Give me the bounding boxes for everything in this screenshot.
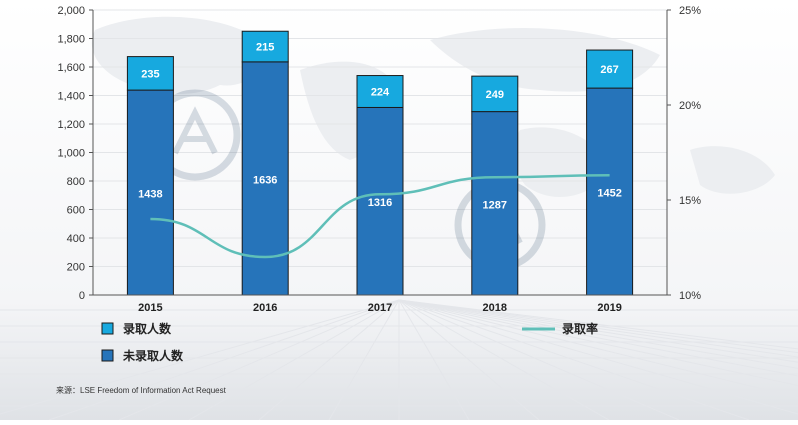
watermark-letter — [172, 106, 218, 155]
bar-admitted — [126, 56, 174, 91]
floor-grid-line — [398, 299, 798, 350]
data-label-admitted: 215 — [256, 42, 274, 54]
legend-swatch-not-admitted — [101, 349, 114, 362]
floor-grid-line — [398, 299, 798, 399]
data-label-not-admitted: 1452 — [597, 188, 621, 200]
bar-labels: 235 1438 215 1636 224 1316 249 1287 267 1452 — [138, 42, 622, 212]
y2-tick-label: 15% — [679, 195, 701, 207]
floor-grid-line — [398, 299, 798, 358]
y2-tick-label: 20% — [679, 100, 701, 112]
floor-grid-line — [398, 299, 798, 387]
y2-axis-ticks: 10% 15% 20% 25% — [667, 5, 701, 302]
floor-grid-line — [398, 299, 798, 377]
data-label-admitted: 249 — [486, 89, 504, 101]
floor-grid-line — [398, 299, 798, 415]
y-tick-label: 1,200 — [57, 119, 85, 131]
data-label-not-admitted: 1316 — [368, 197, 392, 209]
y-tick-label: 1,400 — [57, 91, 85, 103]
legend-swatch-admitted — [101, 322, 114, 335]
floor-grid — [0, 299, 798, 421]
legend-label-rate: 录取率 — [562, 321, 598, 336]
bar-admitted — [356, 75, 404, 108]
y-tick-label: 0 — [79, 290, 85, 302]
bar-admitted — [471, 75, 519, 113]
y2-tick-label: 10% — [679, 290, 701, 302]
data-label-not-admitted: 1438 — [138, 189, 162, 201]
data-label-not-admitted: 1287 — [483, 199, 507, 211]
source-note: 来源：LSE Freedom of Information Act Reques… — [56, 386, 227, 395]
x-tick-label: 2017 — [368, 302, 392, 314]
floor-grid-line — [398, 299, 610, 421]
y-tick-label: 1,800 — [57, 34, 85, 46]
data-label-admitted: 267 — [600, 64, 618, 76]
y-tick-label: 2,000 — [57, 5, 85, 17]
floor-grid-line — [398, 299, 750, 421]
floor-grid-line — [258, 299, 400, 421]
legend-label-not-admitted: 未录取人数 — [122, 348, 184, 363]
x-tick-label: 2019 — [597, 302, 621, 314]
x-tick-label: 2015 — [138, 302, 162, 314]
x-tick-label: 2016 — [253, 302, 277, 314]
bar-admitted — [586, 49, 634, 89]
floor-grid-line — [398, 299, 470, 421]
bar-not-admitted — [126, 89, 174, 296]
y-tick-label: 600 — [67, 205, 85, 217]
floor-grid-line — [0, 299, 400, 415]
floor-grid-line — [398, 299, 798, 363]
y-axis-ticks: 0 200 400 600 800 1,000 1,200 1,400 1,600 1,800 2,… — [57, 5, 93, 302]
y-tick-label: 1,000 — [57, 148, 85, 160]
floor-grid-line — [48, 299, 400, 421]
y-tick-label: 800 — [67, 176, 85, 188]
floor-grid-line — [398, 299, 798, 354]
y-tick-label: 200 — [67, 262, 85, 274]
y-tick-label: 1,600 — [57, 62, 85, 74]
legend: 录取人数 未录取人数 录取率 — [101, 321, 598, 363]
floor-grid-line — [328, 299, 400, 421]
y-tick-label: 400 — [67, 233, 85, 245]
data-label-not-admitted: 1636 — [253, 174, 277, 186]
floor-grid-line — [118, 299, 400, 421]
x-tick-label: 2018 — [483, 302, 507, 314]
data-label-admitted: 235 — [141, 68, 159, 80]
floor-grid-line — [398, 299, 798, 369]
y2-tick-label: 25% — [679, 5, 701, 17]
x-axis-ticks: 2015 2016 2017 2018 2019 — [138, 302, 622, 314]
rate-line-path — [150, 174, 610, 259]
floor-grid-line — [398, 299, 540, 421]
legend-label-admitted: 录取人数 — [123, 321, 172, 336]
rate-line — [150, 174, 610, 259]
floor-grid-line — [188, 299, 400, 421]
floor-grid-line — [398, 299, 680, 421]
data-label-admitted: 224 — [371, 87, 390, 99]
bar-admitted — [241, 30, 289, 63]
